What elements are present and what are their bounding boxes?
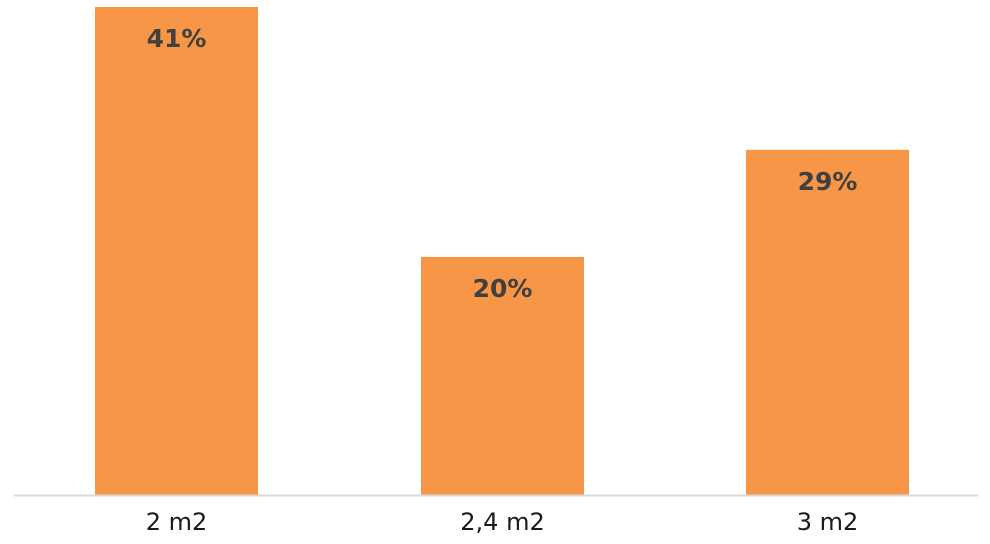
x-tick-label-3: 3 m2: [797, 508, 859, 536]
bar-3: [746, 149, 909, 495]
x-tick-labels-group: 2 m2 2,4 m2 3 m2: [146, 508, 859, 536]
x-tick-label-1: 2 m2: [146, 508, 208, 536]
bar-1: [95, 7, 258, 495]
bar-value-label-2: 20%: [473, 274, 533, 303]
value-labels-group: 41% 20% 29%: [147, 24, 858, 303]
bar-value-label-1: 41%: [147, 24, 207, 53]
bars-group: [95, 7, 909, 495]
bar-2: [421, 256, 584, 495]
bar-value-label-3: 29%: [798, 167, 858, 196]
x-tick-label-2: 2,4 m2: [460, 508, 544, 536]
